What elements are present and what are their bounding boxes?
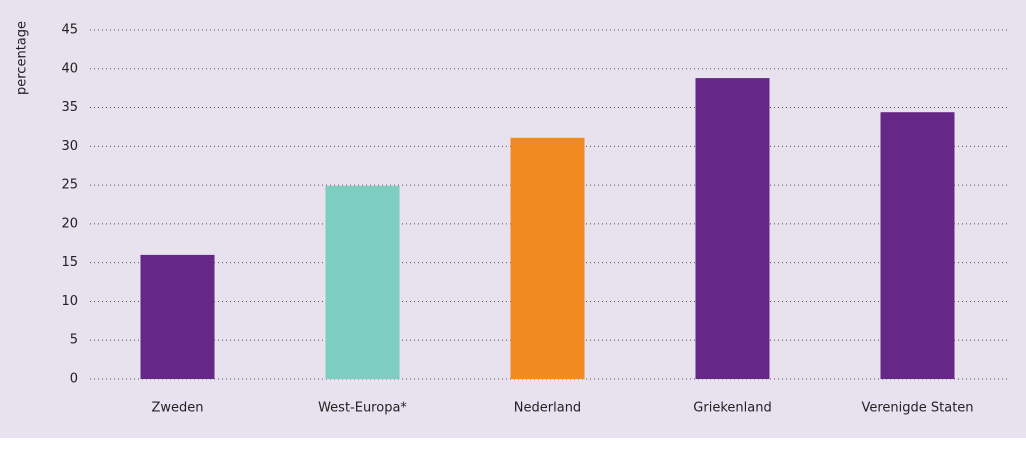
y-tick-label: 40 [61, 61, 78, 76]
bar [510, 137, 585, 379]
x-tick-label: Verenigde Staten [861, 401, 973, 416]
y-tick-label: 0 [70, 372, 78, 387]
bar [325, 185, 400, 379]
bar [695, 78, 770, 379]
bar [880, 112, 955, 379]
y-tick-label: 15 [61, 255, 78, 270]
y-tick-label: 25 [61, 178, 78, 193]
y-tick-label: 45 [61, 23, 78, 38]
y-tick-label: 30 [61, 139, 78, 154]
x-tick-label: West-Europa* [318, 401, 407, 416]
y-tick-label: 20 [61, 216, 78, 231]
x-tick-label: Nederland [514, 401, 581, 416]
y-tick-label: 5 [70, 333, 78, 348]
y-axis-label: percentage [15, 21, 30, 95]
x-tick-label: Griekenland [693, 401, 771, 416]
x-tick-label: Zweden [151, 401, 203, 416]
bar [140, 254, 215, 379]
y-tick-label: 35 [61, 100, 78, 115]
y-tick-label: 10 [61, 294, 78, 309]
